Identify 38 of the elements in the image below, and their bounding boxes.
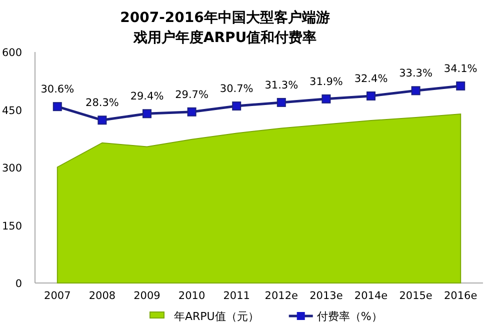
data-label: 34.1% [444,62,478,75]
x-tick-label: 2008 [88,290,116,302]
data-label: 28.3% [86,97,119,110]
point [232,102,242,110]
x-tick-label: 2012e [264,290,298,302]
y-tick-label: 0 [15,278,22,290]
point [411,86,420,96]
legend-label: 付费率（%） [316,310,382,323]
point [456,81,466,90]
point [142,109,152,118]
data-label: 29.7% [175,88,208,101]
point [322,94,331,104]
data-label: 30.7% [220,83,254,95]
y-tick-label: 450 [2,104,22,117]
x-tick-label: 2011 [223,290,250,302]
data-label: 31.9% [310,76,343,88]
x-tick-label: 2016e [444,290,478,302]
x-tick-label: 2013e [310,290,343,302]
chart-title: 2007-2016年中国大型客户端游戏用户年度ARPU值和付费率 [120,9,330,46]
x-tick-label: 2007 [44,290,71,302]
point [52,102,62,112]
legend-label: 年ARPU值（元） [174,310,259,323]
y-tick-label: 300 [2,162,22,174]
y-tick-label: 150 [2,220,22,232]
point [276,98,286,107]
x-tick-label: 2014e [354,290,388,302]
data-label: 33.3% [399,68,432,80]
y-tick-label: 600 [2,47,22,59]
point [366,91,376,100]
x-tick-label: 2009 [134,290,160,302]
data-label: 32.4% [354,72,388,85]
data-label: 31.3% [264,79,298,92]
point [98,116,107,125]
point [187,107,196,116]
data-label: 29.4% [130,90,164,103]
data-label: 30.6% [40,84,74,96]
x-tick-label: 2015e [399,290,432,302]
x-tick-label: 2010 [178,290,206,302]
